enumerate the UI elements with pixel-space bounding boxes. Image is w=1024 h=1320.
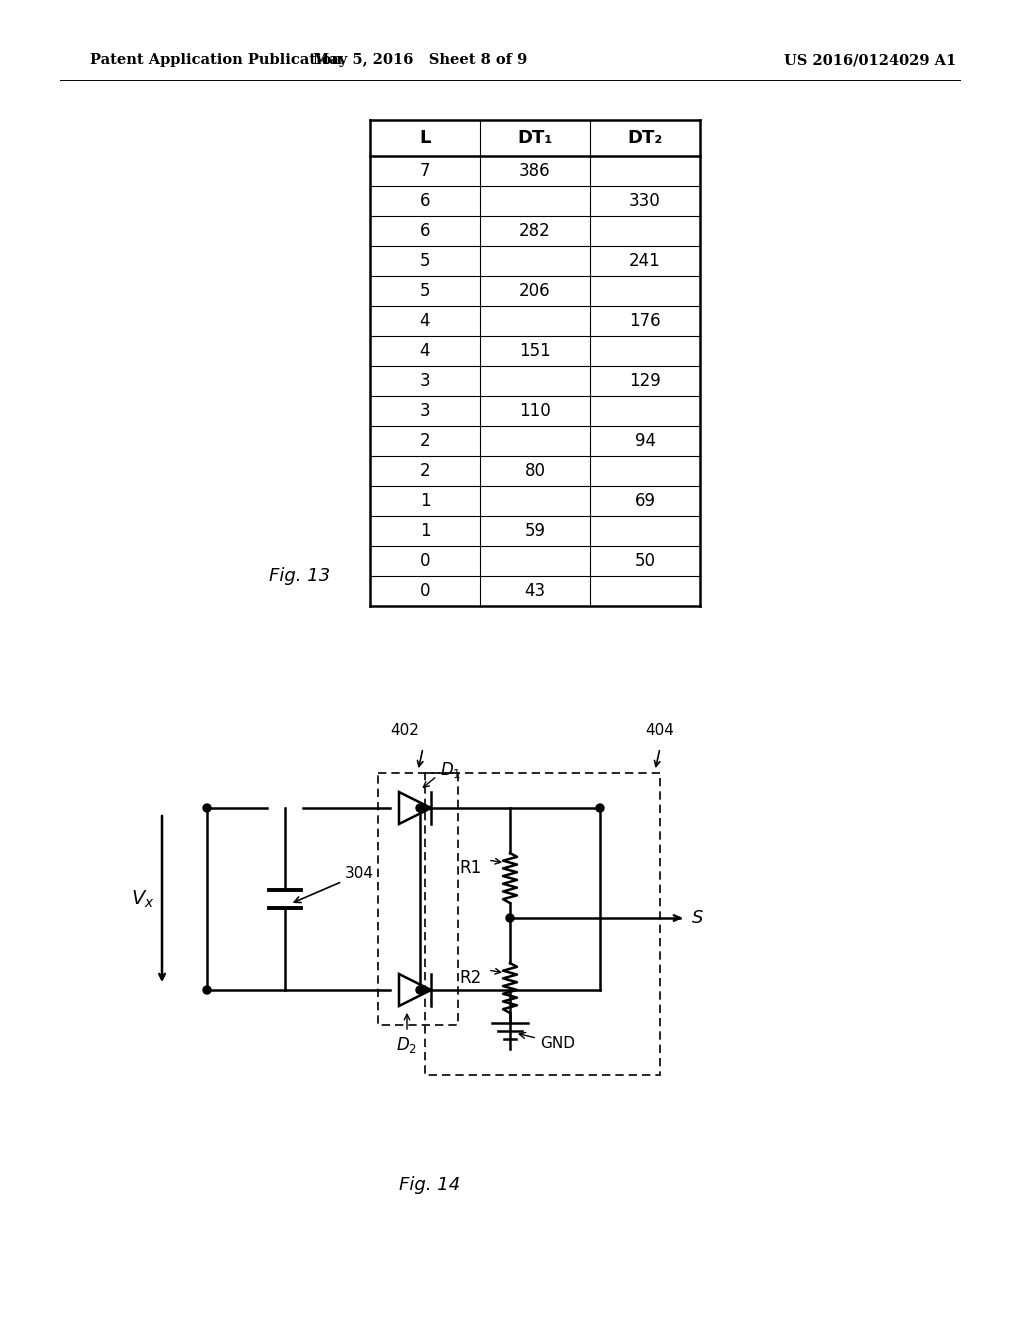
Text: DT₂: DT₂ (628, 129, 663, 147)
Text: 129: 129 (629, 372, 660, 389)
Text: R1: R1 (460, 859, 482, 876)
Circle shape (506, 913, 514, 921)
Circle shape (203, 804, 211, 812)
Text: 69: 69 (635, 492, 655, 510)
Text: 80: 80 (524, 462, 546, 480)
Text: 330: 330 (629, 191, 660, 210)
Text: 110: 110 (519, 403, 551, 420)
Text: 6: 6 (420, 222, 430, 240)
Text: 5: 5 (420, 282, 430, 300)
Text: 151: 151 (519, 342, 551, 360)
Text: 43: 43 (524, 582, 546, 601)
Text: 59: 59 (524, 521, 546, 540)
Text: 404: 404 (645, 723, 675, 738)
Text: 5: 5 (420, 252, 430, 271)
Text: 4: 4 (420, 312, 430, 330)
Text: Patent Application Publication: Patent Application Publication (90, 53, 342, 67)
Text: 176: 176 (629, 312, 660, 330)
Text: S: S (692, 909, 703, 927)
Text: 7: 7 (420, 162, 430, 180)
Text: 2: 2 (420, 432, 430, 450)
Text: 6: 6 (420, 191, 430, 210)
Circle shape (596, 804, 604, 812)
Text: 0: 0 (420, 552, 430, 570)
Text: $D_1$: $D_1$ (440, 760, 461, 780)
Text: GND: GND (519, 1032, 575, 1051)
Text: 282: 282 (519, 222, 551, 240)
Text: 402: 402 (390, 723, 420, 738)
Text: Fig. 14: Fig. 14 (399, 1176, 461, 1195)
Circle shape (203, 986, 211, 994)
Circle shape (416, 986, 424, 994)
Text: US 2016/0124029 A1: US 2016/0124029 A1 (784, 53, 956, 67)
Bar (425, 774, 660, 1074)
Text: 4: 4 (420, 342, 430, 360)
Text: 206: 206 (519, 282, 551, 300)
Text: $D_2$: $D_2$ (396, 1035, 418, 1055)
Text: R2: R2 (460, 969, 482, 987)
Text: 304: 304 (294, 866, 374, 903)
Text: 241: 241 (629, 252, 660, 271)
Text: DT₁: DT₁ (517, 129, 553, 147)
Text: 1: 1 (420, 492, 430, 510)
Text: $V_x$: $V_x$ (131, 888, 155, 909)
Circle shape (416, 804, 424, 812)
Bar (378, 774, 458, 1026)
Text: 2: 2 (420, 462, 430, 480)
Text: 50: 50 (635, 552, 655, 570)
Text: 94: 94 (635, 432, 655, 450)
Text: 0: 0 (420, 582, 430, 601)
Text: 3: 3 (420, 403, 430, 420)
Text: 1: 1 (420, 521, 430, 540)
Text: Fig. 13: Fig. 13 (269, 568, 331, 585)
Text: L: L (419, 129, 431, 147)
Text: May 5, 2016   Sheet 8 of 9: May 5, 2016 Sheet 8 of 9 (313, 53, 527, 67)
Text: 386: 386 (519, 162, 551, 180)
Text: 3: 3 (420, 372, 430, 389)
